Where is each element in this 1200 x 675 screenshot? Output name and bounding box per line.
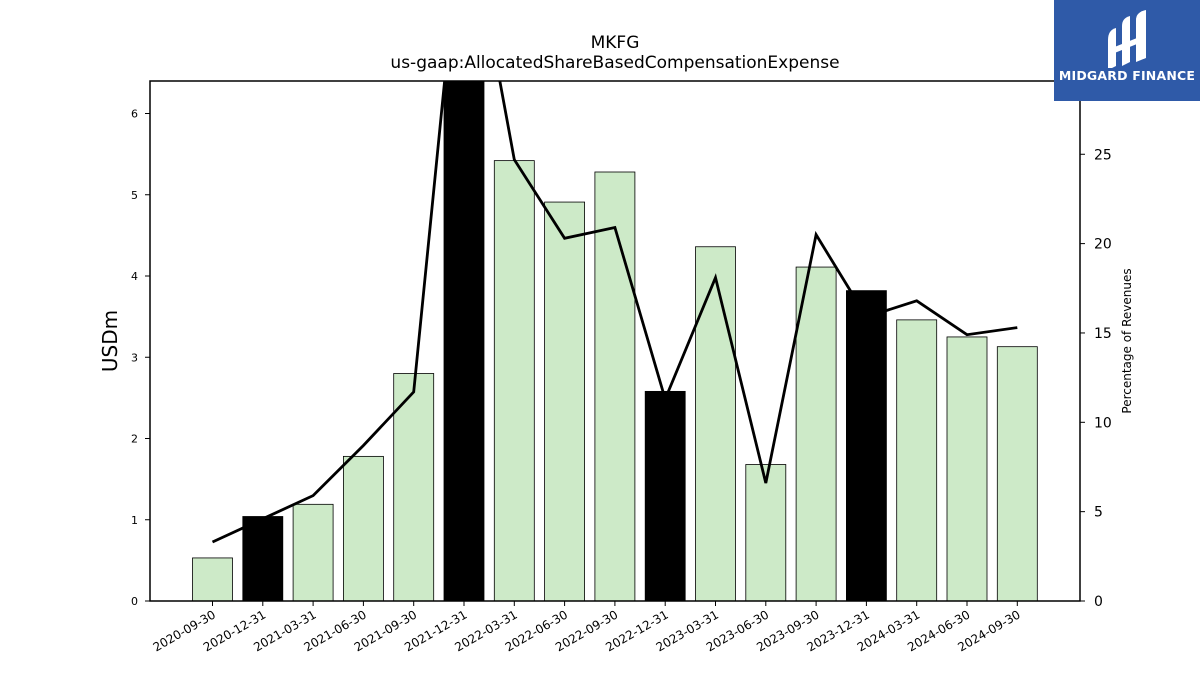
bar-2023-03-31 <box>695 246 736 601</box>
bar-2022-12-31 <box>644 390 686 601</box>
bar-2020-09-30 <box>192 557 233 601</box>
bar-2022-09-30 <box>594 171 636 601</box>
y-axis-label: USDm <box>98 310 122 372</box>
logo-text: MIDGARD FINANCE <box>1058 68 1196 83</box>
line-series-group <box>211 81 1018 544</box>
bar-2024-03-31 <box>896 319 938 601</box>
y2-tick-label: 25 <box>1094 147 1112 163</box>
y-axis-ticks: 0 1 2 3 4 5 6 <box>131 108 150 608</box>
bar-2020-12-31 <box>242 516 284 601</box>
y2-axis-ticks: 0 5 10 15 20 25 <box>1080 147 1112 610</box>
y-tick-label: 2 <box>131 433 138 446</box>
y2-tick-label: 20 <box>1094 237 1112 253</box>
y2-tick-label: 0 <box>1094 594 1103 610</box>
bar-2021-09-30 <box>393 373 435 601</box>
y2-axis-label: Percentage of Revenues <box>1120 268 1134 413</box>
bar-2021-12-31 <box>443 81 485 601</box>
bar-2024-06-30 <box>946 336 988 601</box>
y-tick-label: 6 <box>131 108 138 121</box>
midgard-finance-logo: MIDGARD FINANCE <box>1054 0 1200 101</box>
chart-subtitle: us-gaap:AllocatedShareBasedCompensationE… <box>390 53 839 73</box>
bar-2023-06-30 <box>745 464 787 601</box>
midgard-logo-icon <box>1108 10 1146 68</box>
y-tick-label: 1 <box>131 514 138 527</box>
y2-tick-label: 5 <box>1094 505 1103 521</box>
bar-series <box>192 81 1038 601</box>
bar-2021-03-31 <box>292 503 334 601</box>
y-tick-label: 0 <box>131 595 138 608</box>
y-tick-label: 5 <box>131 189 138 202</box>
y2-tick-label: 10 <box>1094 415 1112 431</box>
bar-2023-09-30 <box>795 266 837 601</box>
line-series <box>211 81 1018 544</box>
bar-2023-12-31 <box>846 290 887 601</box>
x-axis-ticks: 2020-09-302020-12-312021-03-312021-06-30… <box>151 601 1023 654</box>
bar-2024-09-30 <box>996 346 1038 601</box>
bar-2022-06-30 <box>544 201 585 601</box>
y-tick-label: 4 <box>131 270 138 283</box>
bar-2021-06-30 <box>342 455 384 601</box>
chart-title: MKFG <box>591 33 640 53</box>
bar-2022-03-31 <box>493 160 535 601</box>
y-tick-label: 3 <box>131 351 138 364</box>
y2-tick-label: 15 <box>1094 326 1112 342</box>
